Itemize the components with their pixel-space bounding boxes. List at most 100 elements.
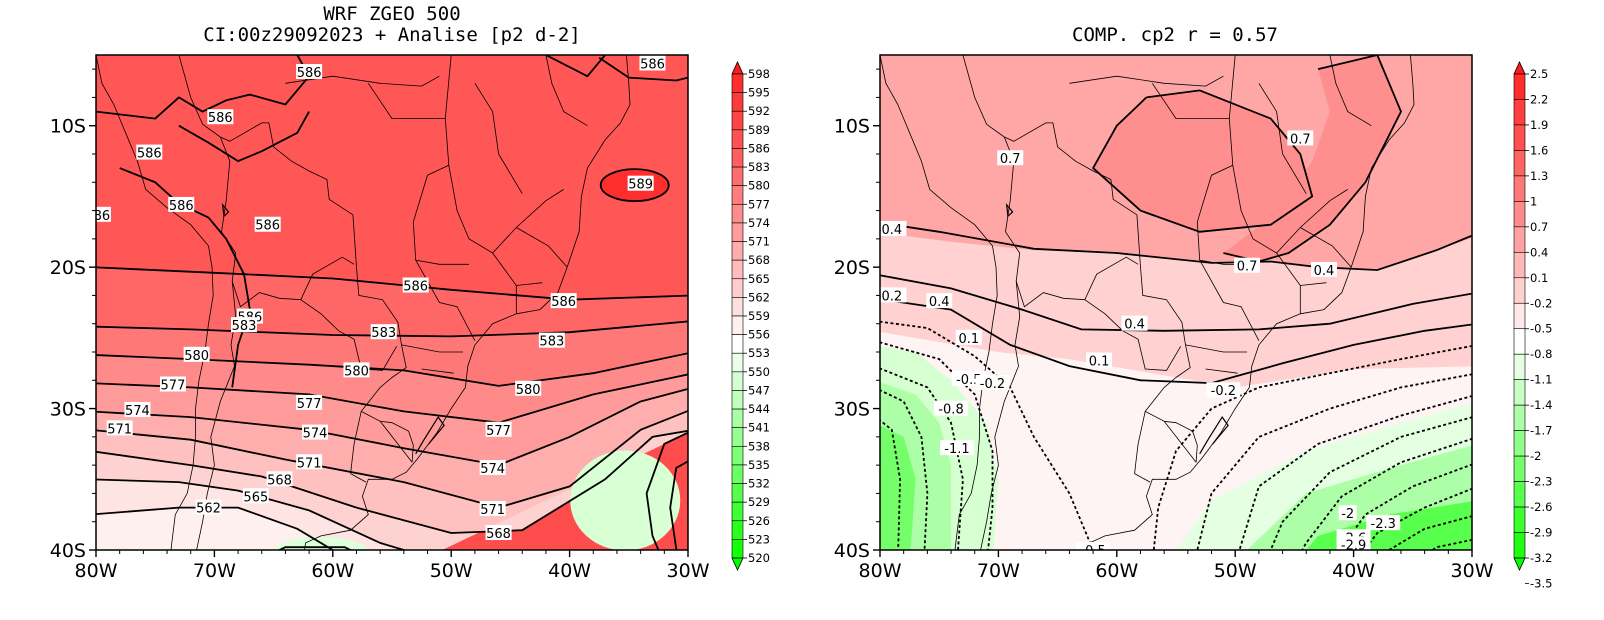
left-fill-band xyxy=(96,430,688,550)
left-colorbar-label: 553 xyxy=(748,346,770,360)
left-colorbar-label: 559 xyxy=(748,309,770,323)
right-contour-label-bg xyxy=(1234,257,1261,273)
left-contour-label: 583 xyxy=(371,326,396,341)
left-y-tick-label: 30S xyxy=(50,399,86,421)
right-colorbar-label: 2.5 xyxy=(1530,67,1548,81)
left-contour-label-bg xyxy=(254,216,281,232)
right-y-tick-label: 40S xyxy=(834,540,870,562)
right-contour-label: 0.1 xyxy=(958,332,979,347)
left-colorbar-bin xyxy=(731,297,744,317)
right-contour-label-bg xyxy=(880,287,907,303)
right-colorbar-label: -3.5 xyxy=(1530,576,1552,590)
river-plate-outline xyxy=(350,463,367,483)
right-contour-line xyxy=(880,367,964,550)
left-contour-label-bg xyxy=(296,454,323,470)
right-contour-label: -0.5 xyxy=(1080,544,1105,559)
right-colorbar-bin xyxy=(1513,252,1526,279)
left-contour-label-bg xyxy=(266,471,293,487)
left-contour-line xyxy=(545,55,606,78)
left-contour-label-bg xyxy=(183,346,210,362)
right-colorbar-label: -2.6 xyxy=(1530,500,1552,514)
right-y-tick-label: 30S xyxy=(834,399,870,421)
right-colorbar-label: -0.2 xyxy=(1530,296,1552,310)
left-contour-label-bg xyxy=(538,332,565,348)
left-contour-line xyxy=(645,431,688,550)
left-contour-label-bg xyxy=(370,324,397,340)
right-contour-label-bg xyxy=(926,293,953,309)
right-contour-line xyxy=(1238,395,1472,550)
right-colorbar-bin xyxy=(1513,201,1526,228)
left-colorbar-bin xyxy=(731,483,744,503)
left-contour-line xyxy=(96,409,688,509)
country-state-border xyxy=(300,299,398,371)
right-contour-label: 0.4 xyxy=(1314,264,1335,279)
right-contour-label: 0.4 xyxy=(929,295,950,310)
left-contour-label-bg xyxy=(231,317,257,333)
right-x-tick-label: 40W xyxy=(1332,560,1375,582)
left-x-tick-label: 40W xyxy=(548,560,591,582)
left-contour-label-bg xyxy=(242,488,269,504)
country-state-border xyxy=(351,411,362,464)
left-colorbar-bin xyxy=(731,427,744,447)
right-contour-line xyxy=(880,389,929,550)
right-contour-label: -0.2 xyxy=(877,289,902,304)
right-contour-label: -1.1 xyxy=(944,442,969,457)
lake-titicaca xyxy=(221,202,230,218)
left-fill-band xyxy=(96,479,404,550)
country-state-border xyxy=(1199,259,1260,341)
left-contour-label-bg xyxy=(168,196,195,212)
left-colorbar-label: 562 xyxy=(748,290,770,304)
left-fill-band xyxy=(96,507,333,550)
right-contour-label: -2.3 xyxy=(1371,517,1396,532)
right-contour-label-bg xyxy=(1121,315,1148,331)
country-state-border xyxy=(1196,164,1253,265)
right-contour-label: -0.2 xyxy=(980,377,1005,392)
left-contour-label: 577 xyxy=(297,397,322,412)
right-contour-label-bg xyxy=(1086,352,1113,368)
left-title-line1: WRF ZGEO 500 xyxy=(323,3,460,25)
right-colorbar-top-arrow xyxy=(1513,61,1526,75)
right-colorbar-bin xyxy=(1513,226,1526,253)
left-contour-label: 565 xyxy=(243,490,268,505)
country-state-border xyxy=(412,164,469,265)
right-map-frame xyxy=(879,54,1473,551)
right-title: COMP. cp2 r = 0.57 xyxy=(1072,24,1278,46)
left-x-tick-label: 30W xyxy=(667,560,710,582)
left-low-fill xyxy=(570,450,681,550)
coastline-west xyxy=(96,55,214,550)
left-colorbar-bin xyxy=(731,390,744,410)
left-contour-line xyxy=(599,168,670,203)
left-contour-label-bg xyxy=(96,206,111,222)
left-contour-label: 86 xyxy=(94,209,111,224)
country-state-border xyxy=(1228,55,1348,254)
country-state-border xyxy=(380,420,414,463)
left-colorbar: 598 595 592 589 586 583 580 577 574 571 568 565 562 5… xyxy=(731,61,770,571)
left-colorbar-bin xyxy=(731,408,744,428)
left-contour-label-bg xyxy=(485,421,512,437)
left-colorbar-label: 532 xyxy=(748,477,770,491)
left-contour-label-bg xyxy=(627,175,654,191)
left-contour-label: 586 xyxy=(640,57,665,72)
left-contour-label-bg xyxy=(296,394,323,410)
left-contour-label-bg xyxy=(485,525,512,541)
right-contour-label-bg xyxy=(955,329,982,345)
right-contour-label-bg xyxy=(1338,505,1357,521)
left-colorbar-bin xyxy=(731,259,744,280)
left-contour-label: 574 xyxy=(303,427,328,442)
river-amazon xyxy=(1069,75,1224,87)
left-contour-label: 586 xyxy=(297,66,322,81)
left-colorbar-label: 595 xyxy=(748,86,770,100)
left-x-tick-label: 80W xyxy=(75,560,118,582)
left-colorbar-bin xyxy=(731,464,744,484)
right-contour-line xyxy=(1091,89,1314,233)
right-contour-label: -0.5 xyxy=(956,373,981,388)
country-state-border xyxy=(1151,83,1230,119)
left-colorbar-label: 523 xyxy=(748,532,770,546)
right-fill-band xyxy=(1093,90,1313,232)
right-contour-label: -2.9 xyxy=(1341,538,1366,553)
left-colorbar-bin xyxy=(731,501,744,522)
left-colorbar-label: 547 xyxy=(748,383,770,397)
country-state-border xyxy=(474,83,523,194)
left-colorbar-label: 571 xyxy=(748,235,770,249)
coastline-east xyxy=(303,55,631,550)
